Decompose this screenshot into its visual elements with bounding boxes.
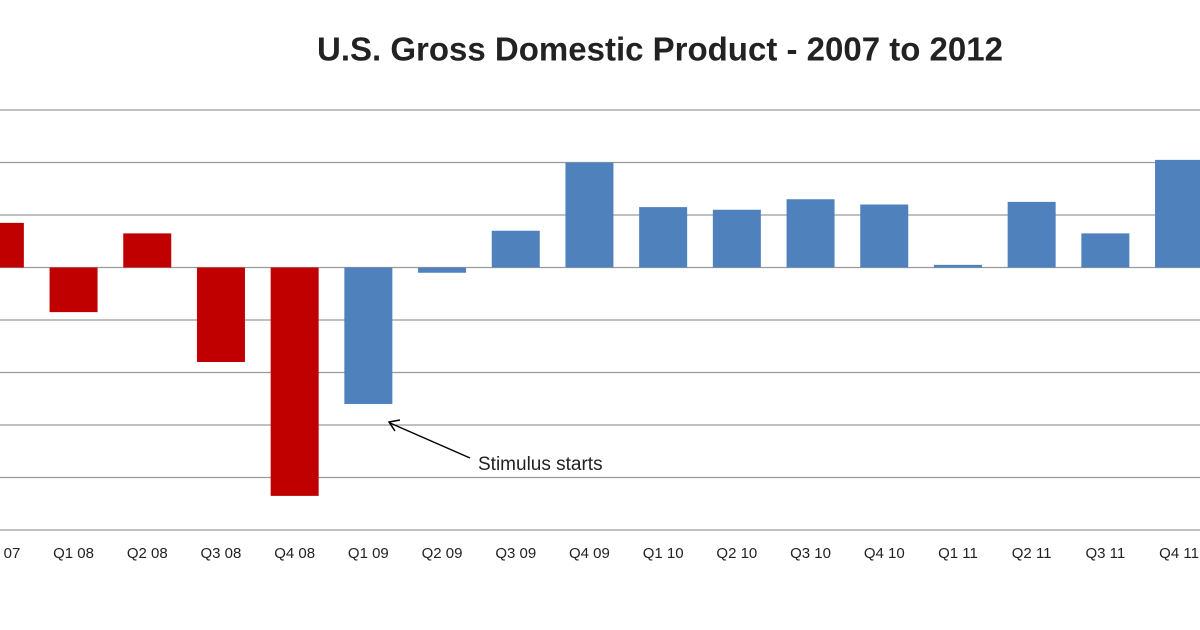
x-tick-label: Q3 10 bbox=[790, 545, 831, 562]
bar bbox=[712, 209, 761, 268]
bar bbox=[1155, 159, 1200, 268]
bar bbox=[270, 267, 319, 496]
bar bbox=[860, 204, 909, 268]
x-tick-label: Q2 08 bbox=[127, 545, 168, 562]
bar bbox=[565, 162, 614, 268]
x-tick-label: Q3 09 bbox=[495, 545, 536, 562]
x-tick-label: Q3 08 bbox=[201, 545, 242, 562]
x-tick-label: Q1 08 bbox=[53, 545, 94, 562]
bar bbox=[933, 264, 982, 268]
bar bbox=[1007, 201, 1056, 268]
x-tick-label: Q1 10 bbox=[643, 545, 684, 562]
x-tick-label: Q4 07 bbox=[0, 545, 20, 562]
bar bbox=[639, 207, 688, 268]
x-tick-label: Q4 09 bbox=[569, 545, 610, 562]
x-tick-label: Q4 10 bbox=[864, 545, 905, 562]
annotation: Stimulus starts bbox=[478, 454, 603, 475]
x-tick-label: Q4 11 bbox=[1159, 545, 1199, 562]
bar bbox=[418, 267, 467, 273]
x-tick-label: Q2 09 bbox=[422, 545, 463, 562]
x-tick-label: Q4 08 bbox=[274, 545, 315, 562]
bar bbox=[491, 230, 540, 268]
x-tick-label: Q2 11 bbox=[1012, 545, 1052, 562]
bar bbox=[49, 267, 98, 313]
bar bbox=[0, 222, 24, 268]
x-tick-label: Q3 11 bbox=[1085, 545, 1125, 562]
annotation-arrow-head bbox=[387, 419, 401, 432]
bar bbox=[344, 267, 393, 404]
bar bbox=[786, 199, 835, 268]
bar bbox=[196, 267, 245, 362]
bars bbox=[0, 159, 1200, 496]
bar bbox=[1081, 233, 1130, 268]
x-tick-label: Q2 10 bbox=[716, 545, 757, 562]
chart-title: U.S. Gross Domestic Product - 2007 to 20… bbox=[317, 31, 1003, 68]
x-tick-label: Q1 09 bbox=[348, 545, 389, 562]
bar bbox=[123, 233, 172, 268]
annotation-arrow bbox=[389, 422, 471, 459]
x-tick-label: Q1 11 bbox=[938, 545, 978, 562]
